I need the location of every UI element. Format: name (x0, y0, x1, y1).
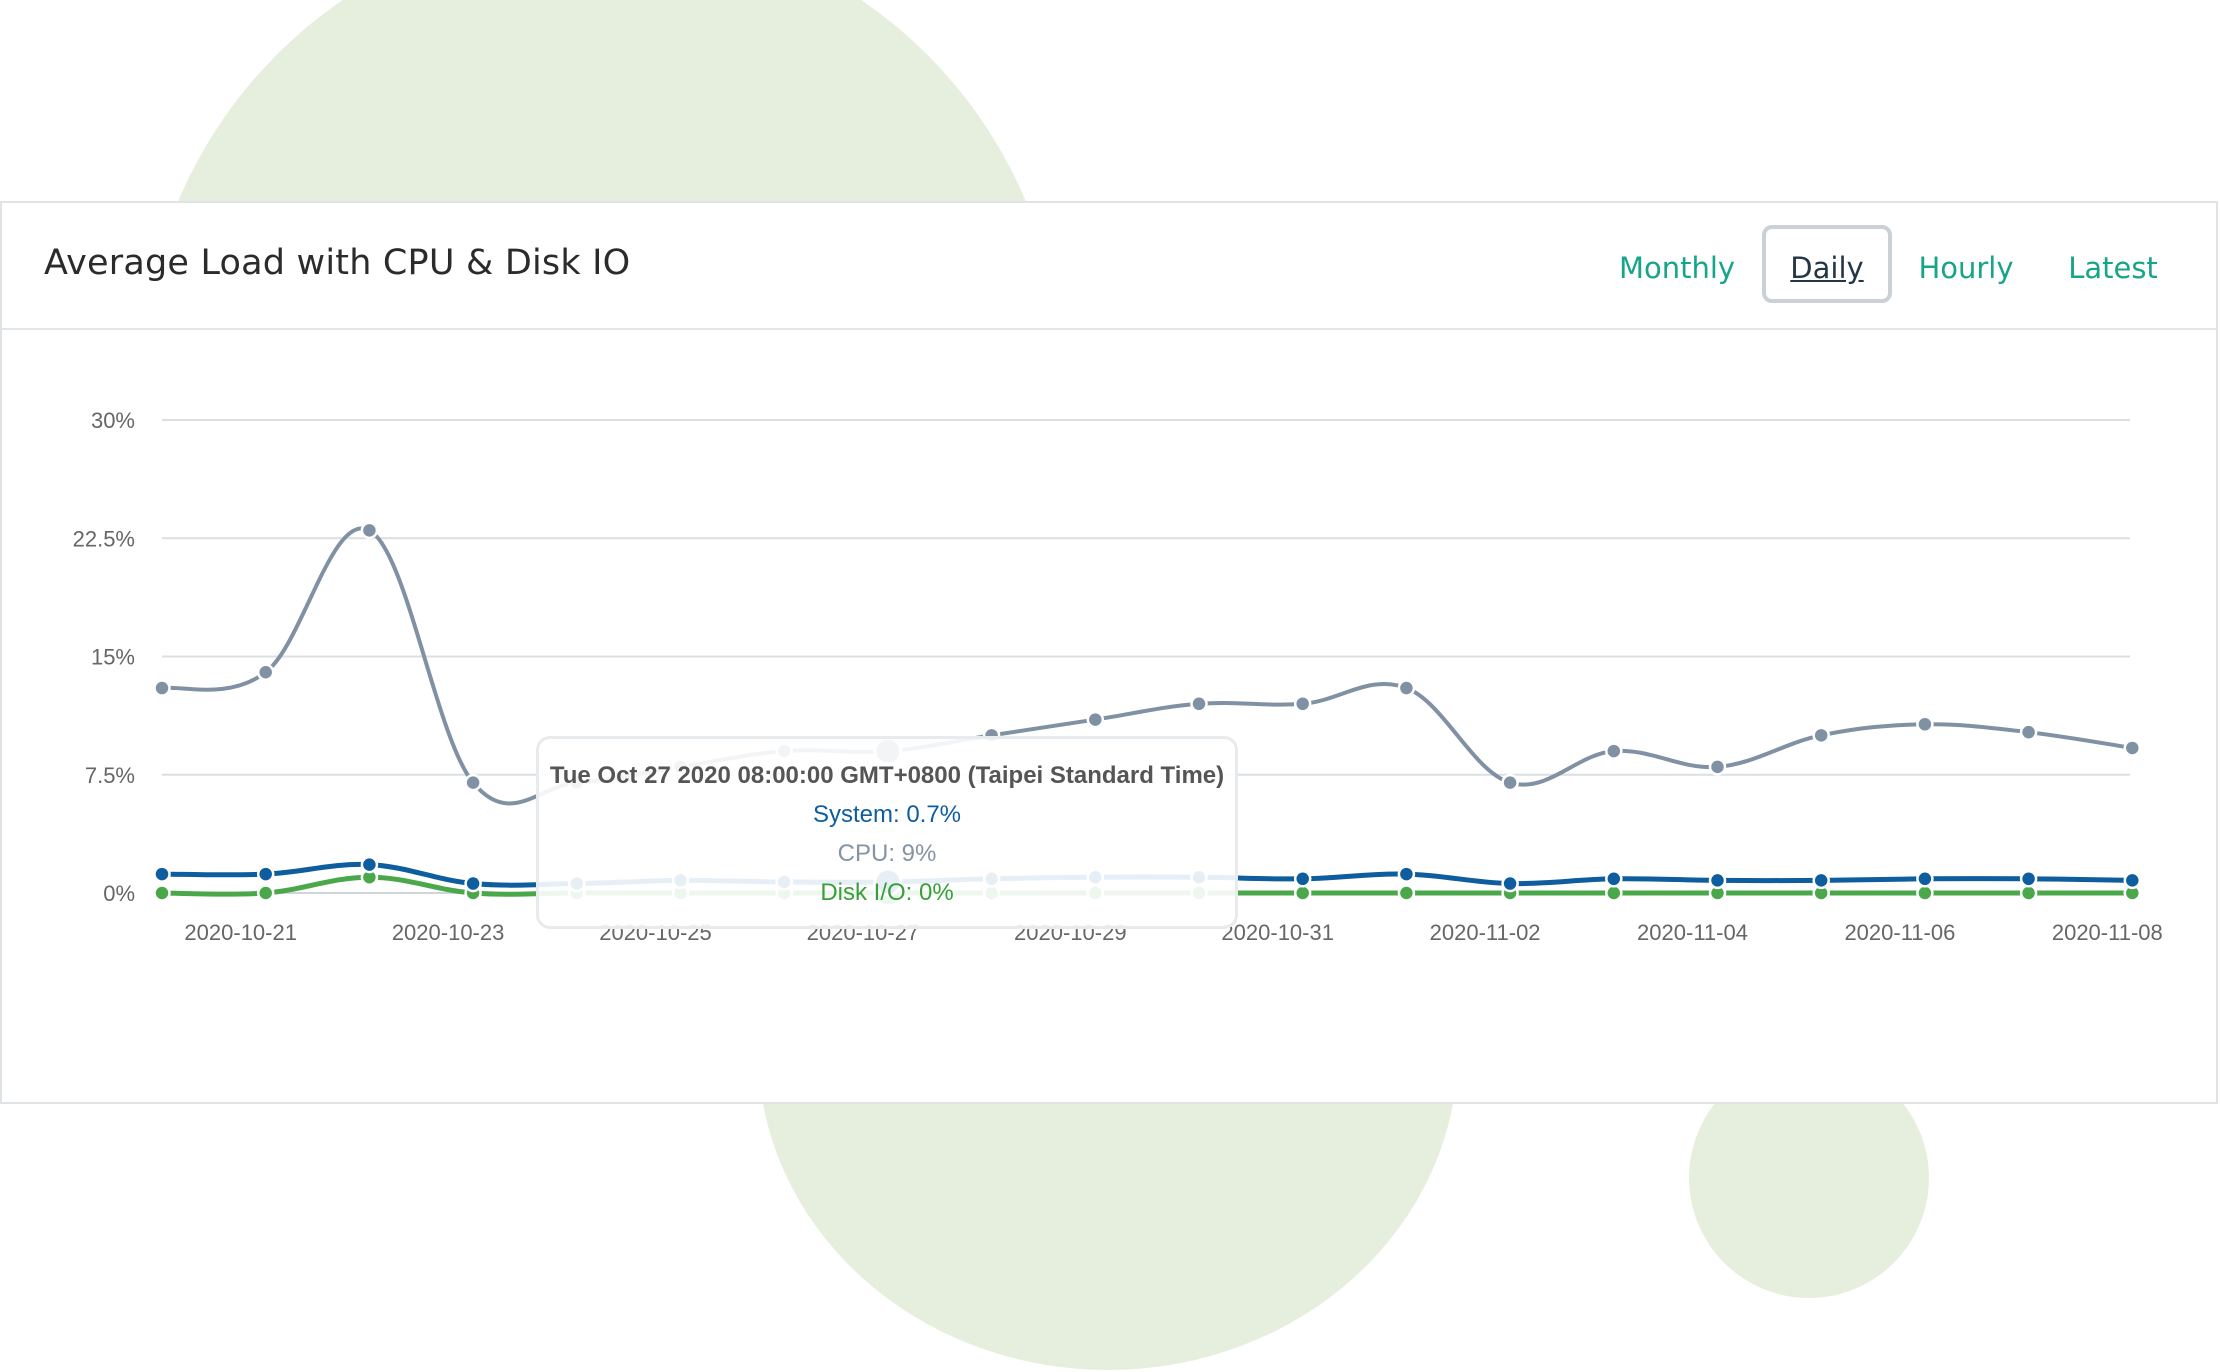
cpu-data-point (1190, 695, 1208, 713)
card-header: Average Load with CPU & Disk IO Monthly … (2, 203, 2216, 330)
y-tick-label: 7.5% (85, 763, 135, 788)
disk-i-o-data-point (1397, 884, 1416, 902)
cpu-data-point (1501, 773, 1519, 792)
cpu-data-point (360, 521, 379, 540)
y-tick-label: 0% (103, 881, 135, 906)
period-monthly-button[interactable]: Monthly (1618, 251, 1736, 285)
system-data-point (153, 865, 171, 883)
tooltip-cpu-value: CPU: 9% (837, 840, 937, 867)
line-chart[interactable]: 0% 7.5% 15% 22.5% 30% 2020-10-21 2020-10-23 202… (2, 203, 2220, 1106)
system-data-point (1916, 870, 1934, 888)
period-daily-button[interactable]: Daily (1762, 225, 1892, 303)
disk-i-o-data-point (256, 884, 275, 902)
x-tick-label: 2020-10-31 (1221, 920, 1334, 945)
x-tick-label: 2020-11-02 (1430, 920, 1541, 945)
system-data-point (1293, 870, 1312, 888)
x-tick-label: 2020-11-08 (2052, 920, 2163, 945)
disk-i-o-data-point (2019, 884, 2038, 902)
cpu-data-point (2123, 739, 2142, 757)
x-tick-label: 2020-10-21 (184, 920, 297, 945)
system-data-point (360, 855, 379, 874)
cpu-data-point (1605, 742, 1623, 760)
tooltip-disk-value: Disk I/O: 0% (820, 879, 954, 906)
system-data-point (2123, 871, 2142, 890)
cpu-data-point (1708, 758, 1727, 776)
tooltip-system-value: System: 0.7% (812, 801, 962, 828)
cpu-data-point (256, 663, 275, 682)
chart-title: Average Load with CPU & Disk IO (44, 243, 631, 283)
cpu-data-point (153, 679, 171, 697)
cpu-data-point (2019, 723, 2038, 741)
disk-i-o-data-point (1916, 884, 1934, 902)
cpu-data-point (1812, 726, 1830, 745)
disk-i-o-data-point (153, 884, 171, 902)
period-hourly-button[interactable]: Hourly (1918, 251, 2014, 285)
system-data-point (2019, 870, 2038, 888)
cpu-data-point (1916, 715, 1934, 734)
chart-tooltip: Tue Oct 27 2020 08:00:00 GMT+0800 (Taipe… (536, 736, 1238, 929)
tooltip-title: Tue Oct 27 2020 08:00:00 GMT+0800 (Taipe… (549, 762, 1225, 789)
x-tick-label: 2020-10-23 (392, 920, 505, 945)
y-tick-label: 22.5% (73, 526, 135, 551)
system-data-point (1708, 871, 1727, 890)
disk-i-o-data-point (1605, 884, 1623, 902)
system-data-point (256, 865, 275, 883)
disk-i-o-data-point (1293, 884, 1312, 902)
system-data-point (464, 874, 482, 893)
system-data-point (1501, 874, 1519, 893)
cpu-data-point (464, 773, 482, 792)
system-data-point (1397, 865, 1416, 883)
y-tick-label: 15% (91, 645, 135, 670)
cpu-data-point (1397, 679, 1416, 697)
x-tick-label: 2020-11-04 (1637, 920, 1748, 945)
period-latest-button[interactable]: Latest (2068, 251, 2158, 285)
chart-card: Average Load with CPU & Disk IO Monthly … (0, 201, 2218, 1104)
system-data-point (1605, 870, 1623, 888)
cpu-data-point (1086, 710, 1105, 729)
x-tick-label: 2020-11-06 (1844, 920, 1955, 945)
y-tick-label: 30% (91, 408, 135, 433)
cpu-data-point (1293, 695, 1312, 713)
system-data-point (1812, 871, 1830, 890)
